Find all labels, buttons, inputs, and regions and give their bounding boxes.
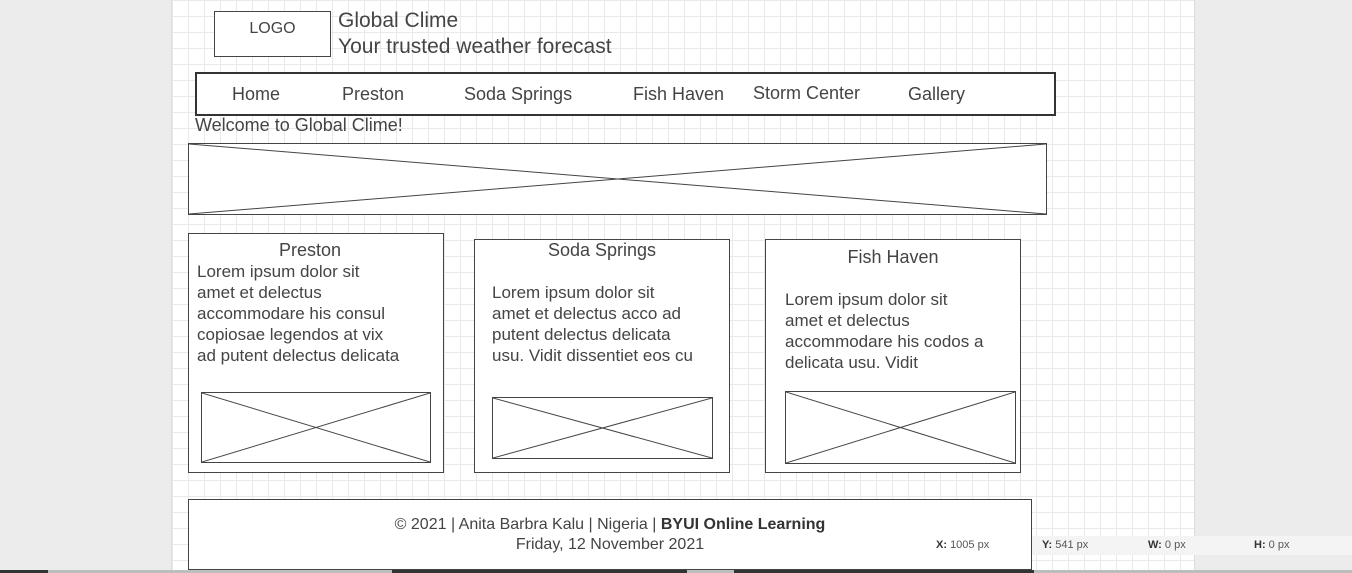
site-title: Global Clime (338, 9, 459, 32)
nav-item-storm-center[interactable]: Storm Center (753, 83, 861, 103)
site-tagline: Your trusted weather forecast (338, 35, 612, 58)
footer-copyright: © 2021 | Anita Barbra Kalu | Nigeria | (394, 516, 661, 533)
town-card-soda-springs: Soda Springs Lorem ipsum dolor sit amet … (474, 239, 730, 473)
nav-item-preston[interactable]: Preston (342, 84, 405, 104)
town-card-fish-haven: Fish Haven Lorem ipsum dolor sit amet et… (765, 239, 1021, 473)
nav-item-soda-springs[interactable]: Soda Springs (464, 84, 573, 104)
scroll-segment (0, 570, 48, 573)
status-bar-background (1032, 536, 1352, 555)
card-title: Fish Haven (847, 247, 939, 267)
welcome-heading: Welcome to Global Clime! (195, 115, 403, 135)
bottom-scroll-strip[interactable] (0, 570, 1352, 573)
scroll-segment (392, 570, 687, 573)
footer-date: Friday, 12 November 2021 (515, 536, 705, 553)
hero-image-placeholder (188, 143, 1047, 215)
card-image-placeholder (785, 391, 1016, 464)
main-nav: Home Preston Soda Springs Fish Haven Sto… (195, 72, 1056, 116)
nav-item-home[interactable]: Home (232, 84, 281, 104)
footer-copyright-line: © 2021 | Anita Barbra Kalu | Nigeria | B… (189, 516, 1031, 534)
nav-item-gallery[interactable]: Gallery (908, 84, 966, 104)
scroll-segment (734, 570, 1034, 573)
status-w: W: 0 px (1148, 536, 1186, 555)
status-w-value: 0 px (1164, 539, 1186, 551)
card-body: Lorem ipsum dolor sit amet et delectus a… (197, 262, 400, 365)
logo-box[interactable]: LOGO (214, 11, 331, 57)
status-h-label: H: (1254, 539, 1266, 551)
card-title: Preston (278, 240, 342, 260)
footer-org: BYUI Online Learning (660, 516, 826, 533)
status-h-value: 0 px (1268, 539, 1290, 551)
card-body: Lorem ipsum dolor sit amet et delectus a… (785, 290, 984, 372)
card-body: Lorem ipsum dolor sit amet et delectus a… (492, 283, 693, 365)
status-y: Y: 541 px (1042, 536, 1088, 555)
status-w-label: W: (1148, 539, 1162, 551)
status-x-value: 1005 px (950, 539, 990, 551)
card-title: Soda Springs (547, 240, 657, 260)
status-h: H: 0 px (1254, 536, 1289, 555)
status-y-label: Y: (1042, 539, 1053, 551)
status-y-value: 541 px (1055, 539, 1089, 551)
card-image-placeholder (201, 392, 431, 463)
town-card-preston: Preston Lorem ipsum dolor sit amet et de… (188, 233, 444, 473)
status-x-label: X: (936, 539, 947, 551)
card-image-placeholder (492, 397, 713, 459)
page-footer: © 2021 | Anita Barbra Kalu | Nigeria | B… (188, 499, 1032, 570)
status-x: X: 1005 px (936, 536, 989, 555)
nav-item-fish-haven[interactable]: Fish Haven (633, 84, 725, 104)
